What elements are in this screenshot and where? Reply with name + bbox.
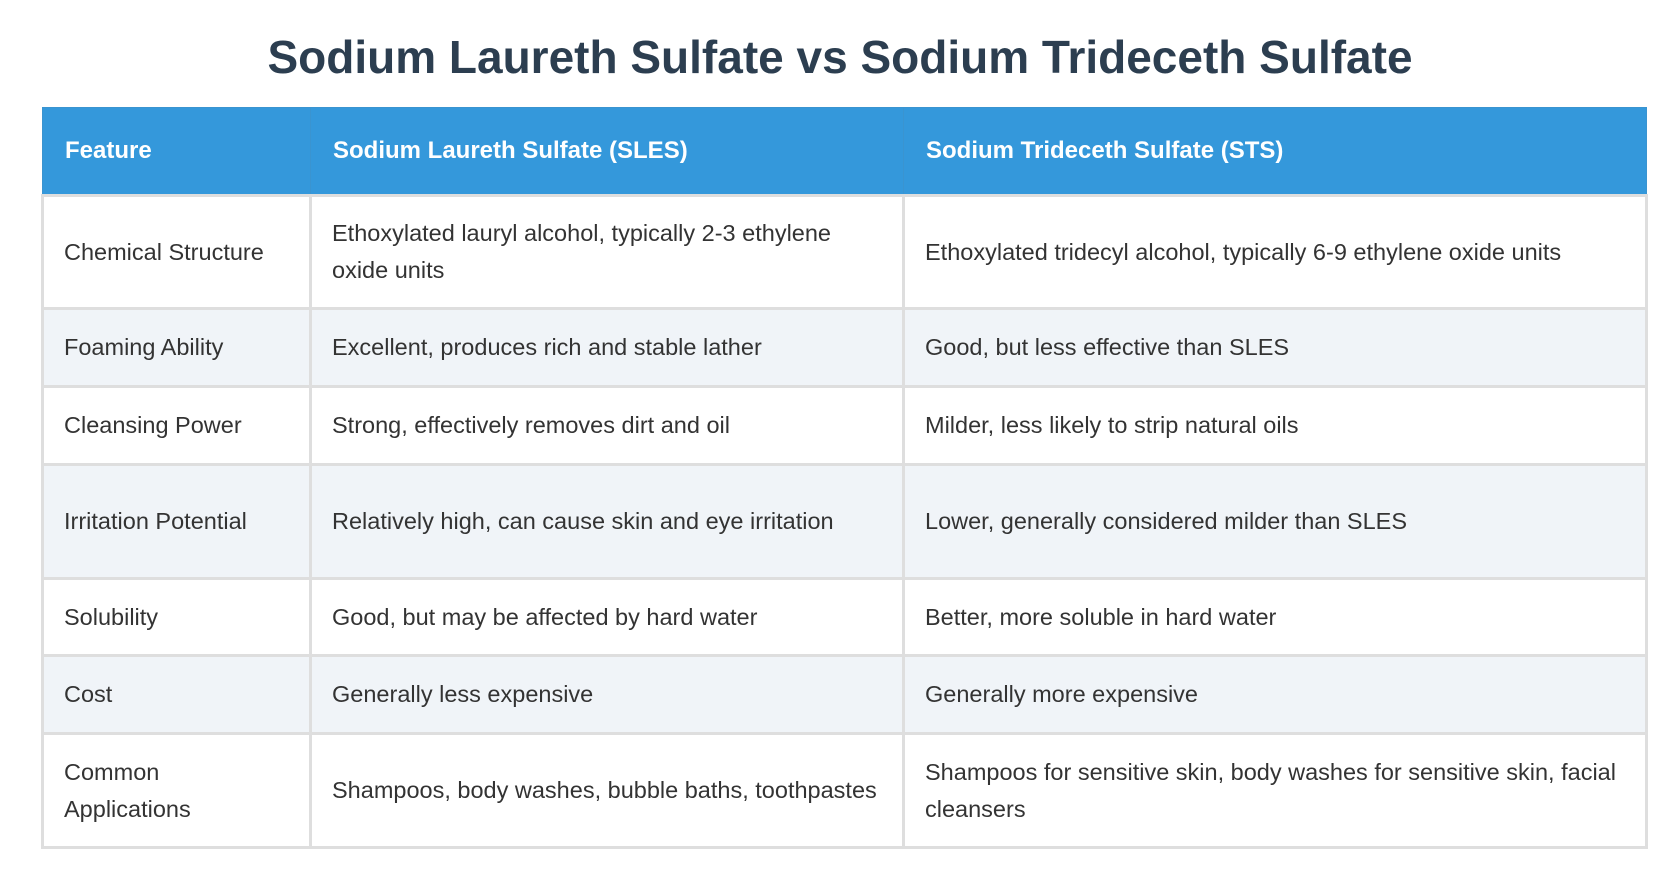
sts-cell: Good, but less effective than SLES (902, 307, 1648, 388)
feature-cell: Foaming Ability (41, 307, 312, 388)
feature-cell: Common Applications (41, 732, 312, 849)
table-row: Cleansing Power Strong, effectively remov… (41, 385, 1648, 466)
header-row: Feature Sodium Laureth Sulfate (SLES) So… (42, 107, 1647, 196)
header-sts: Sodium Trideceth Sulfate (STS) (903, 107, 1647, 196)
sts-cell: Generally more expensive (902, 654, 1648, 735)
sles-cell: Generally less expensive (309, 654, 905, 735)
header-feature: Feature (42, 107, 311, 196)
feature-cell: Cleansing Power (41, 385, 312, 466)
sts-cell: Better, more soluble in hard water (902, 577, 1648, 657)
sles-cell: Excellent, produces rich and stable lath… (309, 307, 905, 388)
feature-cell: Irritation Potential (41, 463, 312, 580)
sles-cell: Shampoos, body washes, bubble baths, too… (309, 732, 905, 849)
sts-cell: Ethoxylated tridecyl alcohol, typically … (902, 194, 1648, 310)
sts-cell: Milder, less likely to strip natural oil… (902, 385, 1648, 466)
table-row: Solubility Good, but may be affected by h… (41, 577, 1648, 657)
comparison-table: Feature Sodium Laureth Sulfate (SLES) So… (41, 107, 1648, 849)
sles-cell: Good, but may be affected by hard water (309, 577, 905, 657)
feature-cell: Solubility (41, 577, 312, 657)
sts-cell: Shampoos for sensitive skin, body washes… (902, 732, 1648, 849)
table-row: Chemical Structure Ethoxylated lauryl alc… (41, 194, 1648, 310)
sles-cell: Strong, effectively removes dirt and oil (309, 385, 905, 466)
feature-cell: Cost (41, 654, 312, 735)
table-row: Irritation Potential Relatively high, can… (41, 463, 1648, 580)
header-sles: Sodium Laureth Sulfate (SLES) (310, 107, 904, 196)
sts-cell: Lower, generally considered milder than … (902, 463, 1648, 580)
page-title: Sodium Laureth Sulfate vs Sodium Tridece… (267, 31, 1413, 83)
sles-cell: Relatively high, can cause skin and eye … (309, 463, 905, 580)
sles-cell: Ethoxylated lauryl alcohol, typically 2-… (309, 194, 905, 310)
feature-cell: Chemical Structure (41, 194, 312, 310)
table-row: Common Applications Shampoos, body washes… (41, 732, 1648, 849)
table-row: Foaming Ability Excellent, produces rich … (41, 307, 1648, 388)
table-row: Cost Generally less expensive Generally mo… (41, 654, 1648, 735)
